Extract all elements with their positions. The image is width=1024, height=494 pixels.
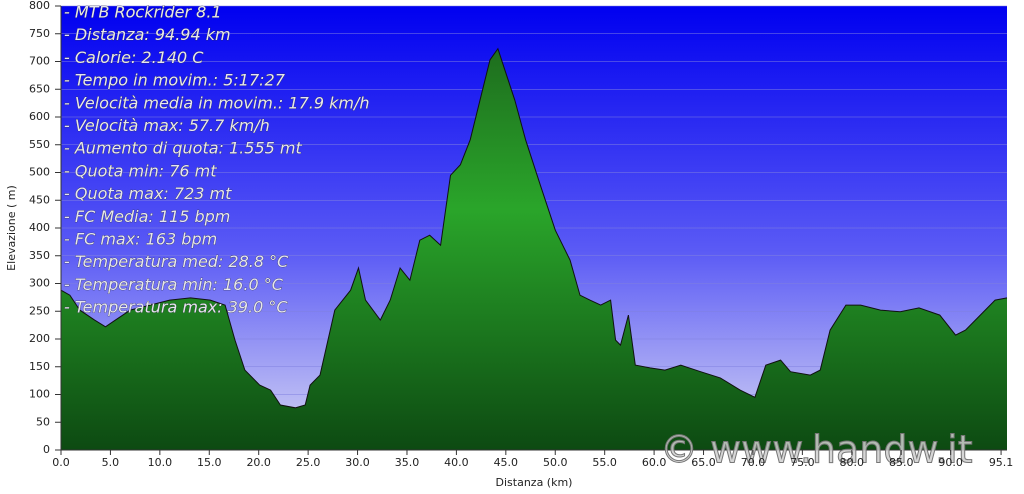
y-tick-label: 500 — [29, 166, 50, 179]
annotation: - Temperatura max: 39.0 °C — [64, 298, 288, 317]
x-tick-label: 75.0 — [790, 456, 815, 469]
annotation: - Aumento di quota: 1.555 mt — [64, 139, 302, 158]
annotation: - FC Media: 115 bpm — [64, 207, 230, 226]
y-tick-label: 400 — [29, 221, 50, 234]
x-tick-label: 90.0 — [938, 456, 963, 469]
y-tick-label: 200 — [29, 332, 50, 345]
y-tick-label: 700 — [29, 55, 50, 68]
y-tick-label: 100 — [29, 388, 50, 401]
x-axis-title: Distanza (km) — [496, 476, 573, 489]
x-tick-label: 20.0 — [246, 456, 271, 469]
x-tick-label: 65.0 — [691, 456, 716, 469]
y-tick-label: 150 — [29, 360, 50, 373]
y-tick-label: 250 — [29, 304, 50, 317]
annotation: - Quota max: 723 mt — [64, 184, 232, 203]
y-tick-label: 350 — [29, 249, 50, 262]
x-tick-label: 55.0 — [592, 456, 617, 469]
x-tick-label: 60.0 — [642, 456, 667, 469]
x-tick-label: 35.0 — [395, 456, 420, 469]
x-tick-label: 85.0 — [889, 456, 914, 469]
y-tick-label: 600 — [29, 110, 50, 123]
annotation: - FC max: 163 bpm — [64, 230, 217, 249]
y-axis-title: Elevazione ( m) — [5, 185, 18, 271]
x-tick-label: 80.0 — [840, 456, 865, 469]
y-tick-label: 450 — [29, 193, 50, 206]
x-tick-label: 0.0 — [52, 456, 70, 469]
y-tick-label: 50 — [36, 415, 50, 428]
x-tick-label: 95.1 — [989, 456, 1014, 469]
annotation: - Tempo in movim.: 5:17:27 — [64, 71, 286, 90]
annotation: - Temperatura med: 28.8 °C — [64, 252, 289, 271]
x-tick-label: 25.0 — [296, 456, 321, 469]
x-tick-label: 50.0 — [543, 456, 568, 469]
elevation-line — [60, 47, 1008, 409]
annotation: - Distanza: 94.94 km — [64, 25, 231, 44]
annotation: - Calorie: 2.140 C — [64, 48, 204, 67]
x-tick-label: 70.0 — [741, 456, 766, 469]
annotation: - Quota min: 76 mt — [64, 161, 217, 180]
x-tick-label: 5.0 — [102, 456, 120, 469]
x-tick-label: 45.0 — [494, 456, 519, 469]
annotation: - Velocità max: 57.7 km/h — [64, 116, 270, 135]
elevation-area — [61, 48, 1007, 450]
watermark: © www.handw.it — [660, 428, 973, 472]
y-tick-label: 800 — [29, 0, 50, 12]
x-tick-label: 30.0 — [345, 456, 370, 469]
annotation: - Velocità media in movim.: 17.9 km/h — [64, 93, 369, 112]
x-tick-label: 15.0 — [197, 456, 222, 469]
annotation: - Temperatura min: 16.0 °C — [64, 275, 284, 294]
y-tick-label: 300 — [29, 277, 50, 290]
x-tick-label: 40.0 — [444, 456, 469, 469]
annotation: - MTB Rockrider 8.1 — [64, 3, 222, 22]
x-tick-label: 10.0 — [148, 456, 173, 469]
y-tick-label: 750 — [29, 27, 50, 40]
y-tick-label: 0 — [43, 443, 50, 456]
y-tick-label: 550 — [29, 138, 50, 151]
y-tick-label: 650 — [29, 82, 50, 95]
